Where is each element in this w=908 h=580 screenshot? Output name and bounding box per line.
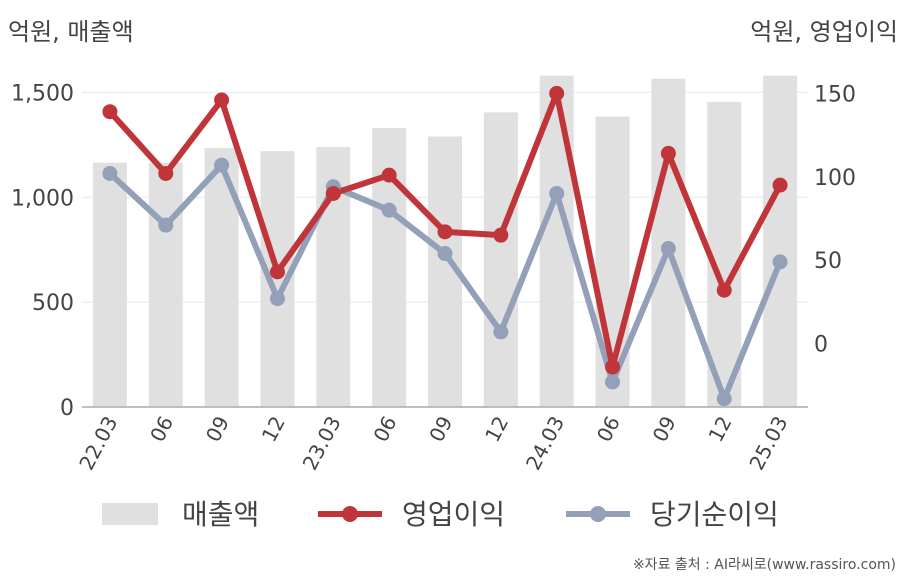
legend-net-income-label: 당기순이익: [650, 498, 779, 531]
net-income-point: [493, 324, 509, 340]
left-tick-label: 1,000: [11, 186, 74, 211]
operating-profit-point: [716, 282, 732, 298]
left-tick-label: 1,500: [11, 81, 74, 106]
operating-profit-point: [772, 177, 788, 193]
x-tick-label: 06: [368, 412, 401, 446]
net-income-point: [102, 165, 118, 181]
x-tick-label: 09: [648, 412, 681, 446]
legend-revenue-swatch: [102, 503, 158, 525]
net-income-point: [158, 217, 174, 233]
x-tick-label: 22.03: [74, 412, 122, 474]
source-note: ※자료 출처 : AI라씨로(www.rassiro.com): [632, 557, 896, 573]
operating-profit-point: [493, 227, 509, 243]
x-tick-label: 25.03: [744, 412, 792, 474]
x-tick-label: 12: [480, 412, 513, 446]
right-tick-label: 150: [814, 82, 856, 107]
left-axis-unit: 억원, 매출액: [8, 18, 134, 46]
x-tick-label: 09: [424, 412, 457, 446]
net-income-point: [549, 185, 565, 201]
right-tick-label: 100: [814, 166, 856, 191]
operating-profit-point: [381, 167, 397, 183]
operating-profit-point: [660, 145, 676, 161]
operating-profit-point: [158, 165, 174, 181]
left-tick-label: 0: [60, 396, 74, 421]
legend-operating-profit-label: 영업이익: [402, 498, 505, 531]
net-income-point: [660, 241, 676, 257]
operating-profit-point: [214, 92, 230, 108]
operating-profit-point: [605, 359, 621, 375]
net-income-point: [605, 374, 621, 390]
net-income-point: [381, 202, 397, 218]
net-income-point: [437, 246, 453, 262]
net-income-point: [772, 254, 788, 270]
revenue-bar: [483, 112, 518, 407]
x-tick-label: 09: [201, 412, 234, 446]
operating-profit-point: [325, 185, 341, 201]
right-axis-unit: 억원, 영업이익: [750, 18, 898, 46]
x-tick-label: 12: [704, 412, 737, 446]
net-income-point: [716, 391, 732, 407]
operating-profit-point: [549, 85, 565, 101]
net-income-point: [214, 157, 230, 173]
legend-operating-profit-marker: [342, 506, 358, 522]
revenue-bar: [707, 101, 742, 407]
operating-profit-point: [437, 224, 453, 240]
operating-profit-point: [102, 104, 118, 120]
revenue-bar: [763, 75, 798, 407]
legend-revenue-label: 매출액: [182, 498, 259, 531]
net-income-point: [269, 291, 285, 307]
x-tick-label: 06: [145, 412, 178, 446]
x-tick-label: 24.03: [521, 412, 569, 474]
x-tick-label: 23.03: [298, 412, 346, 474]
revenue-bar: [92, 162, 127, 407]
right-tick-label: 50: [814, 249, 842, 274]
operating-profit-point: [269, 264, 285, 280]
left-tick-label: 500: [32, 291, 74, 316]
x-tick-label: 12: [257, 412, 290, 446]
legend-net-income-marker: [590, 506, 606, 522]
revenue-bar: [148, 162, 183, 407]
right-tick-label: 0: [814, 333, 828, 358]
x-tick-label: 06: [592, 412, 625, 446]
